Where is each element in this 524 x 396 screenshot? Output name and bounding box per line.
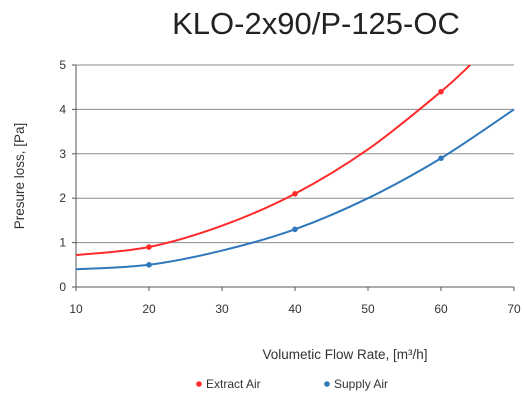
legend-marker-1: [196, 381, 202, 387]
data-point-s2-1: [146, 262, 152, 268]
y-tick-label-4: 4: [59, 102, 66, 116]
x-tick-label-60: 60: [434, 302, 448, 316]
y-tick-label-0: 0: [59, 280, 66, 294]
grid-lines: [76, 64, 514, 288]
axes: [72, 64, 515, 291]
legend-marker-2: [324, 381, 330, 387]
series-line-1: [75, 64, 471, 257]
x-tick-label-10: 10: [69, 302, 83, 316]
data-point-s1-3: [438, 88, 444, 95]
series-line-2: [75, 108, 515, 271]
legend-label-1: Extract Air: [206, 377, 261, 391]
legend: Extract Air Supply Air: [196, 377, 388, 391]
x-tick-label-30: 30: [215, 302, 229, 316]
data-point-s2-2: [292, 226, 298, 233]
series-curves: [75, 64, 515, 271]
series-points: [146, 88, 444, 268]
chart-title: KLO-2x90/P-125-OC: [172, 6, 460, 41]
legend-label-2: Supply Air: [334, 377, 388, 391]
data-point-s1-1: [146, 244, 152, 250]
y-tick-label-2: 2: [59, 191, 66, 205]
x-tick-label-50: 50: [361, 302, 375, 316]
x-tick-label-70: 70: [507, 302, 521, 316]
x-tick-label-40: 40: [288, 302, 302, 316]
data-point-s2-3: [438, 155, 444, 162]
y-tick-label-1: 1: [59, 236, 66, 250]
x-axis-label: Volumetic Flow Rate, [m³/h]: [262, 347, 427, 362]
tick-labels: 10 20 30 40 50 60 70 0 1 2 3 4 5: [59, 58, 521, 316]
x-tick-label-20: 20: [142, 302, 156, 316]
data-point-s1-2: [292, 190, 298, 197]
y-tick-label-3: 3: [59, 147, 66, 161]
y-axis-label: Presure loss, [Pa]: [12, 123, 27, 230]
y-tick-label-5: 5: [59, 58, 66, 72]
